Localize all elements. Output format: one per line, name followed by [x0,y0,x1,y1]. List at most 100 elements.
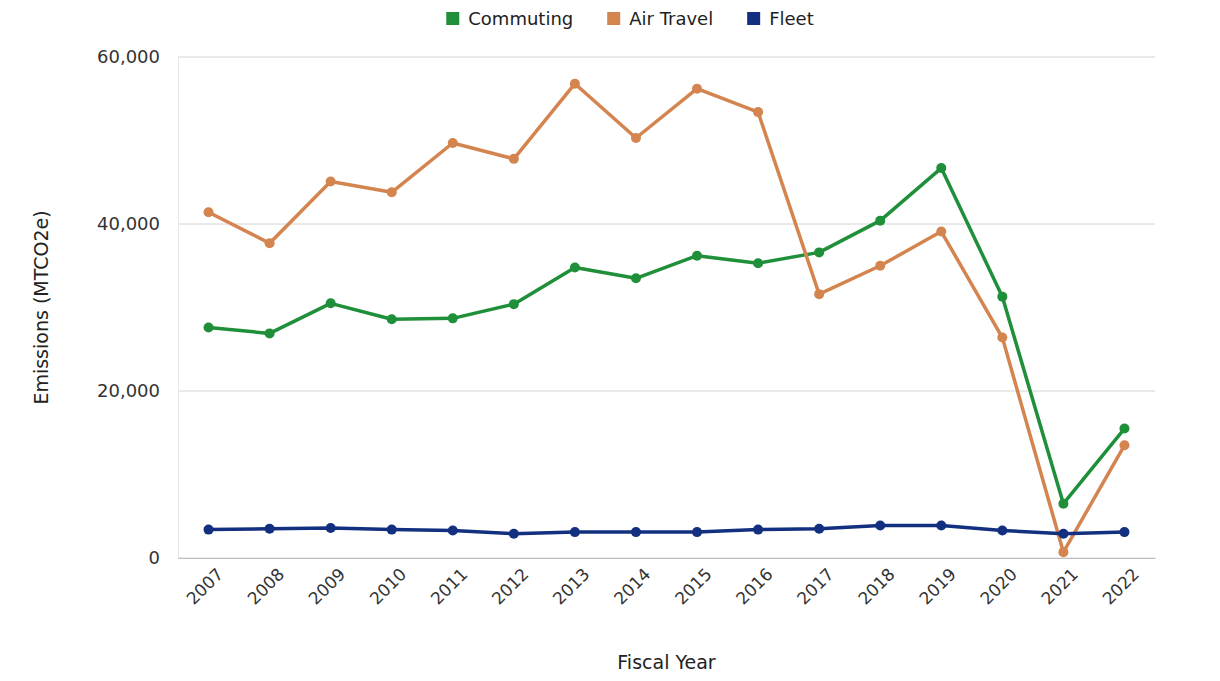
x-tick: 2022 [1098,558,1143,609]
point [753,258,763,268]
point [692,527,702,537]
point [875,520,885,530]
point [326,298,336,308]
point [814,247,824,257]
x-tick-label: 2010 [366,564,411,609]
grid [178,57,1155,558]
point [387,314,397,324]
x-axis: 2007200820092010201120122013201420152016… [179,558,1156,609]
y-tick-label: 60,000 [97,46,160,67]
point [753,525,763,535]
point [631,273,641,283]
x-tick-label: 2013 [549,564,594,609]
x-tick-label: 2012 [488,564,533,609]
x-tick-label: 2016 [732,564,777,609]
point [997,333,1007,343]
series-line [209,168,1125,504]
grid-line [178,558,1155,559]
legend-item: Air Travel [607,8,713,29]
point [509,529,519,539]
point [875,261,885,271]
legend-swatch [446,12,459,25]
x-tick-label: 2020 [976,564,1021,609]
x-tick: 2016 [732,558,777,609]
legend-item: Fleet [747,8,814,29]
point [204,207,214,217]
point [1119,527,1129,537]
series-markers [204,520,1130,538]
point [509,154,519,164]
series-markers [204,79,1130,557]
x-tick: 2015 [671,558,716,609]
point [326,176,336,186]
x-tick-label: 2021 [1037,564,1082,609]
y-tick: 60,000 [97,46,178,67]
x-tick-label: 2015 [671,564,716,609]
x-tick: 2017 [793,558,838,609]
y-tick: 0 [149,547,178,568]
point [387,525,397,535]
x-axis-title: Fiscal Year [617,651,716,673]
point [692,84,702,94]
series-line [209,525,1125,533]
point [1119,424,1129,434]
x-tick-label: 2019 [915,564,960,609]
x-axis-line [179,558,1156,559]
x-tick-label: 2008 [243,564,288,609]
x-tick-label: 2022 [1098,564,1143,609]
point [1058,547,1068,557]
x-tick: 2010 [366,558,411,609]
point [204,525,214,535]
legend-swatch [607,12,620,25]
point [448,525,458,535]
point [936,163,946,173]
legend: Commuting Air Travel Fleet [446,8,813,29]
y-tick-label: 20,000 [97,380,160,401]
plot: 020,00040,00060,000200720082009201020112… [97,46,1155,608]
point [570,79,580,89]
point [631,527,641,537]
legend-label: Air Travel [629,8,713,29]
series-line [209,84,1125,552]
grid-line [178,224,1155,225]
point [265,524,275,534]
x-tick-label: 2009 [305,564,350,609]
x-tick: 2014 [610,558,655,609]
legend-item: Commuting [446,8,573,29]
y-tick: 20,000 [97,380,178,401]
x-tick-label: 2007 [182,564,227,609]
y-axis-line [178,58,179,559]
point [875,216,885,226]
point [631,133,641,143]
y-axis-title: Emissions (MTCO2e) [30,210,52,404]
point [692,251,702,261]
series-markers [204,163,1130,509]
point [1058,499,1068,509]
point [204,323,214,333]
point [570,262,580,272]
chart: 020,00040,00060,000200720082009201020112… [0,0,1220,681]
legend-label: Fleet [769,8,814,29]
x-tick: 2018 [854,558,899,609]
legend-label: Commuting [468,8,573,29]
x-tick-label: 2018 [854,564,899,609]
series-group [204,79,1130,557]
x-tick: 2008 [243,558,288,609]
x-tick: 2020 [976,558,1021,609]
point [753,107,763,117]
point [326,523,336,533]
point [387,187,397,197]
point [936,520,946,530]
y-axis: 020,00040,00060,000 [97,46,178,568]
x-tick: 2021 [1037,558,1082,609]
x-tick-label: 2014 [610,564,655,609]
point [448,313,458,323]
x-tick: 2019 [915,558,960,609]
point [509,299,519,309]
point [997,525,1007,535]
point [997,292,1007,302]
point [265,328,275,338]
point [814,524,824,534]
point [570,527,580,537]
x-tick-label: 2017 [793,564,838,609]
